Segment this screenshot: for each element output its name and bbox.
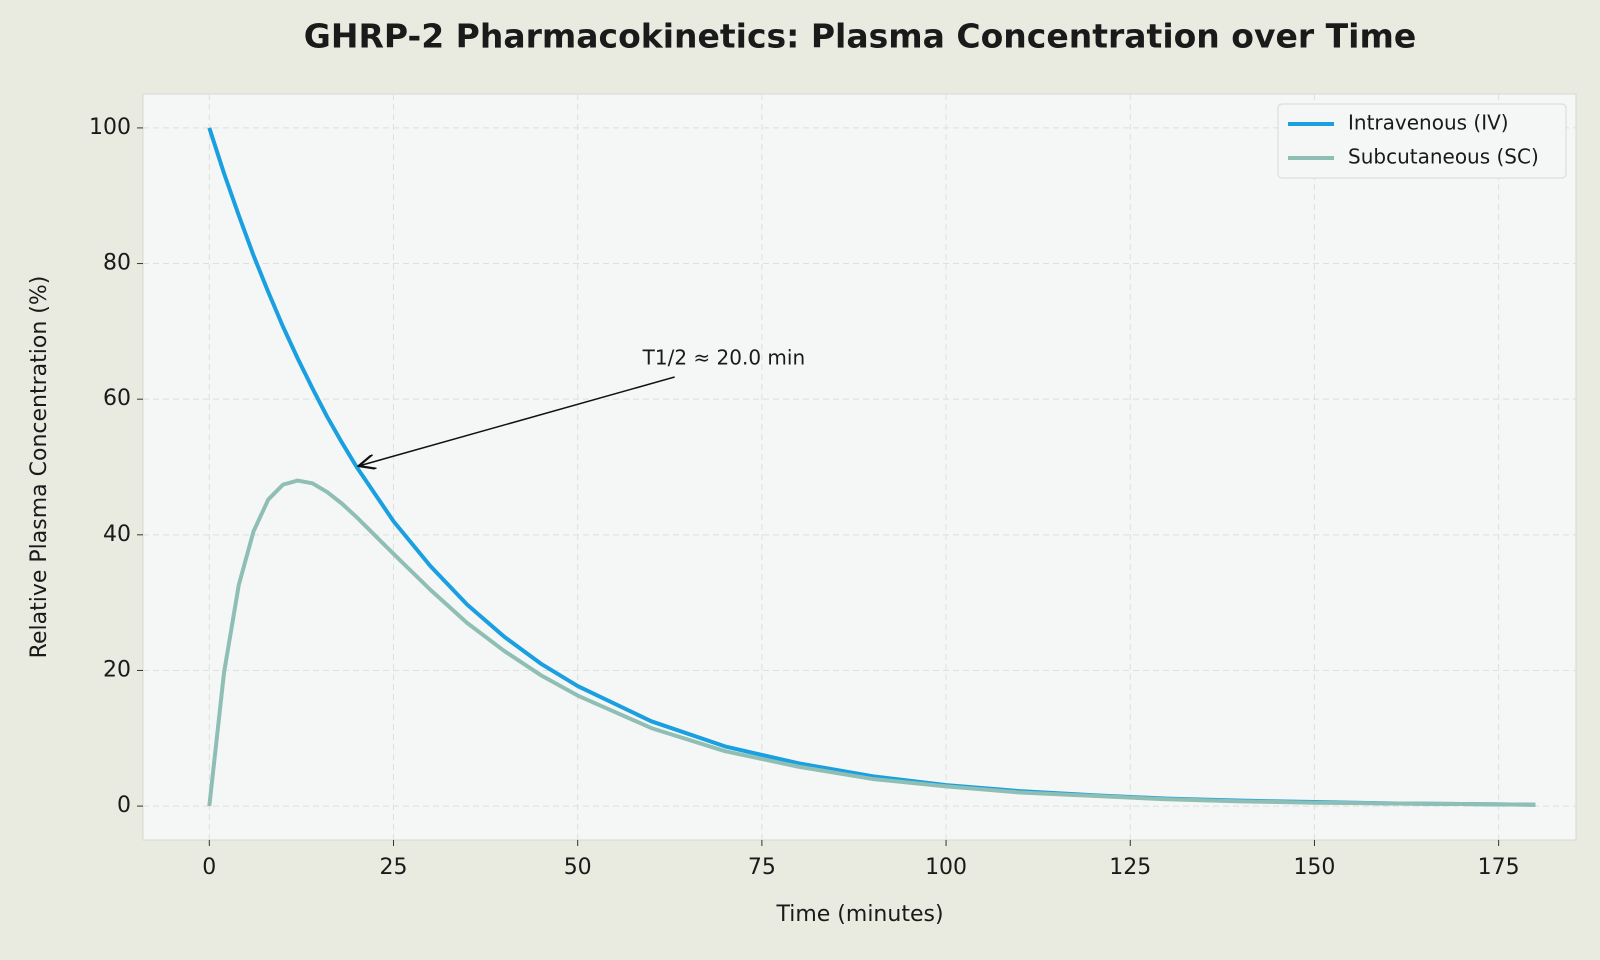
plot-area bbox=[142, 93, 1577, 841]
x-tick-label: 50 bbox=[564, 855, 592, 880]
annotation-text: T1/2 ≈ 20.0 min bbox=[642, 346, 805, 370]
x-tick-label: 150 bbox=[1293, 855, 1335, 880]
x-tick-label: 25 bbox=[379, 855, 407, 880]
annotation-arrow bbox=[359, 376, 675, 466]
legend: Intravenous (IV) Subcutaneous (SC) bbox=[1277, 103, 1567, 179]
legend-label: Intravenous (IV) bbox=[1348, 111, 1509, 135]
x-axis-label: Time (minutes) bbox=[775, 902, 943, 927]
x-tick-label: 75 bbox=[748, 855, 776, 880]
x-tick-label: 0 bbox=[202, 855, 216, 880]
x-tick-label: 175 bbox=[1478, 855, 1520, 880]
y-tick-label: 40 bbox=[103, 522, 131, 547]
chart-title: GHRP-2 Pharmacokinetics: Plasma Concentr… bbox=[304, 17, 1416, 56]
x-tick-label: 100 bbox=[925, 855, 967, 880]
y-tick-label: 0 bbox=[117, 793, 131, 818]
y-tick-label: 80 bbox=[103, 251, 131, 276]
y-tick-label: 20 bbox=[103, 657, 131, 682]
y-tick-label: 60 bbox=[103, 386, 131, 411]
y-tick-label: 100 bbox=[89, 115, 131, 140]
legend-label: Subcutaneous (SC) bbox=[1348, 145, 1539, 169]
series-line bbox=[207, 478, 1536, 807]
y-axis-label: Relative Plasma Concentration (%) bbox=[27, 276, 52, 659]
x-tick-label: 125 bbox=[1109, 855, 1151, 880]
legend-box bbox=[1277, 103, 1567, 179]
